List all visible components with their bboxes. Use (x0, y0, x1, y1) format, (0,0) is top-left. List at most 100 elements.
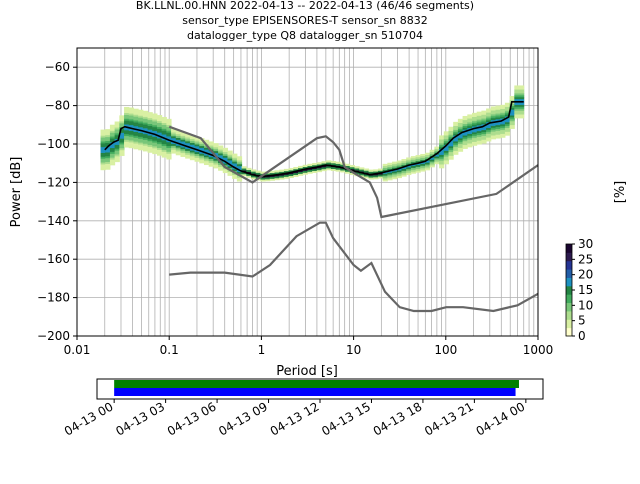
heatmap-cell (476, 123, 482, 126)
heatmap-cell (241, 172, 247, 175)
heatmap-cell (124, 108, 130, 112)
heatmap-cell (222, 168, 228, 172)
heatmap-cell (227, 156, 233, 159)
heatmap-cell (152, 128, 158, 132)
heatmap-cell (476, 111, 482, 114)
heatmap-cell (189, 157, 196, 161)
heatmap-cell (152, 134, 158, 137)
heatmap-cell (439, 144, 445, 148)
heatmap-cell (462, 129, 468, 132)
heatmap-cell (222, 149, 228, 152)
heatmap-cell (161, 124, 167, 127)
heatmap-cell (396, 173, 402, 177)
heatmap-cell (467, 127, 473, 131)
heatmap-cell (359, 167, 365, 170)
heatmap-cell (105, 152, 111, 155)
heatmap-cell (392, 171, 398, 174)
heatmap-cell (410, 171, 417, 174)
heatmap-cell (194, 151, 200, 155)
heatmap-cell (495, 122, 501, 126)
heatmap-cell (208, 147, 214, 150)
heatmap-cell (175, 139, 181, 142)
heatmap-cell (495, 109, 501, 112)
heatmap-cell (269, 172, 276, 175)
heatmap-cell (509, 119, 515, 122)
heatmap-cell (373, 175, 379, 178)
heatmap-cell (279, 171, 285, 174)
heatmap-cell (232, 155, 238, 158)
heatmap-cell (128, 138, 134, 141)
heatmap-cell (504, 108, 511, 111)
heatmap-cell (326, 162, 332, 165)
heatmap-cell (203, 147, 210, 150)
heatmap-cell (471, 133, 478, 137)
heatmap-cell (349, 166, 355, 170)
heatmap-cell (396, 162, 402, 165)
heatmap-cell (241, 173, 247, 177)
heatmap-cell (392, 165, 398, 168)
heatmap-cell (105, 129, 111, 132)
y-tick-label: −60 (45, 60, 70, 74)
heatmap-cell (392, 163, 398, 166)
heatmap-cell (161, 147, 167, 150)
colorbar-segment (566, 252, 572, 262)
heatmap-cell (500, 124, 506, 127)
heatmap-cell (316, 169, 323, 173)
heatmap-cell (486, 118, 492, 121)
heatmap-cell (142, 131, 149, 135)
heatmap-cell (359, 175, 365, 178)
heatmap-cell (429, 165, 435, 168)
heatmap-cell (486, 129, 492, 132)
heatmap-cell (142, 133, 149, 137)
heatmap-cell (410, 158, 417, 161)
heatmap-cell (133, 137, 139, 140)
heatmap-cell (251, 171, 257, 174)
heatmap-cell (161, 140, 167, 143)
heatmap-cell (279, 177, 285, 180)
heatmap-cell (156, 126, 163, 129)
heatmap-cell (471, 120, 478, 123)
heatmap-cell (133, 135, 139, 138)
heatmap-cell (453, 141, 459, 144)
heatmap-cell (448, 144, 454, 147)
heatmap-cell (138, 138, 144, 141)
heatmap-cell (128, 130, 134, 133)
heatmap-cell (471, 126, 478, 129)
heatmap-cell (185, 146, 191, 150)
heatmap-cell (133, 125, 139, 129)
heatmap-cell (199, 155, 205, 158)
heatmap-cell (114, 154, 120, 157)
heatmap-cell (307, 163, 313, 167)
heatmap-cell (119, 151, 125, 155)
heatmap-cell (500, 106, 506, 109)
heatmap-cell (471, 114, 478, 117)
heatmap-cell (471, 112, 478, 116)
heatmap-cell (443, 135, 449, 138)
heatmap-cell (119, 147, 125, 151)
heatmap-cell (114, 144, 120, 147)
heatmap-cell (142, 147, 149, 150)
heatmap-cell (175, 147, 181, 150)
heatmap-cell (387, 176, 393, 179)
heatmap-cell (293, 167, 299, 170)
heatmap-cell (293, 168, 299, 172)
heatmap-cell (519, 114, 525, 117)
heatmap-cell (504, 133, 511, 136)
heatmap-cell (152, 138, 158, 141)
heatmap-cell (109, 126, 116, 129)
heatmap-cell (283, 176, 290, 179)
heatmap-cell (232, 174, 238, 177)
heatmap-cell (382, 165, 388, 168)
heatmap-cell (424, 166, 431, 169)
heatmap-cell (128, 107, 134, 110)
heatmap-cell (203, 158, 210, 162)
heatmap-cell (175, 151, 181, 154)
heatmap-cell (236, 162, 243, 165)
heatmap-cell (109, 145, 116, 149)
heatmap-cell (100, 152, 106, 155)
heatmap-cell (203, 157, 210, 160)
heatmap-cell (481, 122, 487, 125)
heatmap-cell (439, 135, 445, 138)
heatmap-cell (504, 121, 511, 125)
heatmap-cell (453, 129, 459, 132)
